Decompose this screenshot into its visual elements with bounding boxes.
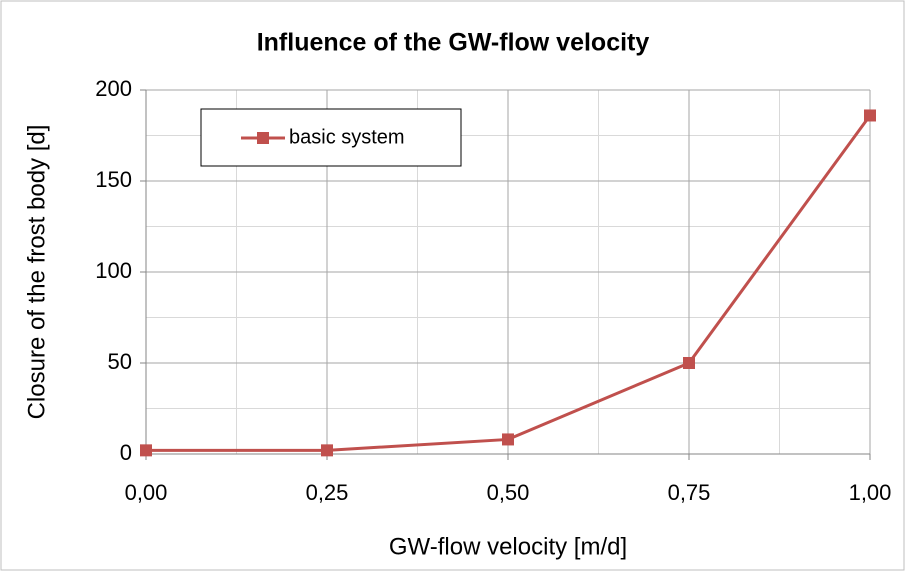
y-tick-label: 200	[95, 76, 132, 101]
y-tick-label: 50	[108, 349, 132, 374]
x-tick-label: 0,75	[668, 480, 711, 505]
x-tick-label: 1,00	[849, 480, 892, 505]
legend-marker	[257, 132, 269, 144]
y-tick-label: 100	[95, 258, 132, 283]
point-marker	[683, 357, 695, 369]
x-tick-label: 0,00	[125, 480, 168, 505]
chart-title: Influence of the GW-flow velocity	[257, 29, 650, 57]
point-marker	[502, 433, 514, 446]
x-tick-label: 0,50	[487, 480, 530, 505]
legend-box	[200, 108, 462, 167]
point-marker	[864, 109, 876, 122]
y-tick-label: 150	[95, 167, 132, 192]
legend-label: basic system	[289, 126, 405, 148]
x-axis-label: GW-flow velocity [m/d]	[389, 533, 627, 560]
point-marker	[321, 444, 333, 457]
y-tick-label: 0	[120, 440, 132, 465]
point-marker	[140, 444, 152, 457]
x-tick-label: 0,25	[306, 480, 349, 505]
y-axis-label: Closure of the frost body [d]	[23, 125, 50, 420]
